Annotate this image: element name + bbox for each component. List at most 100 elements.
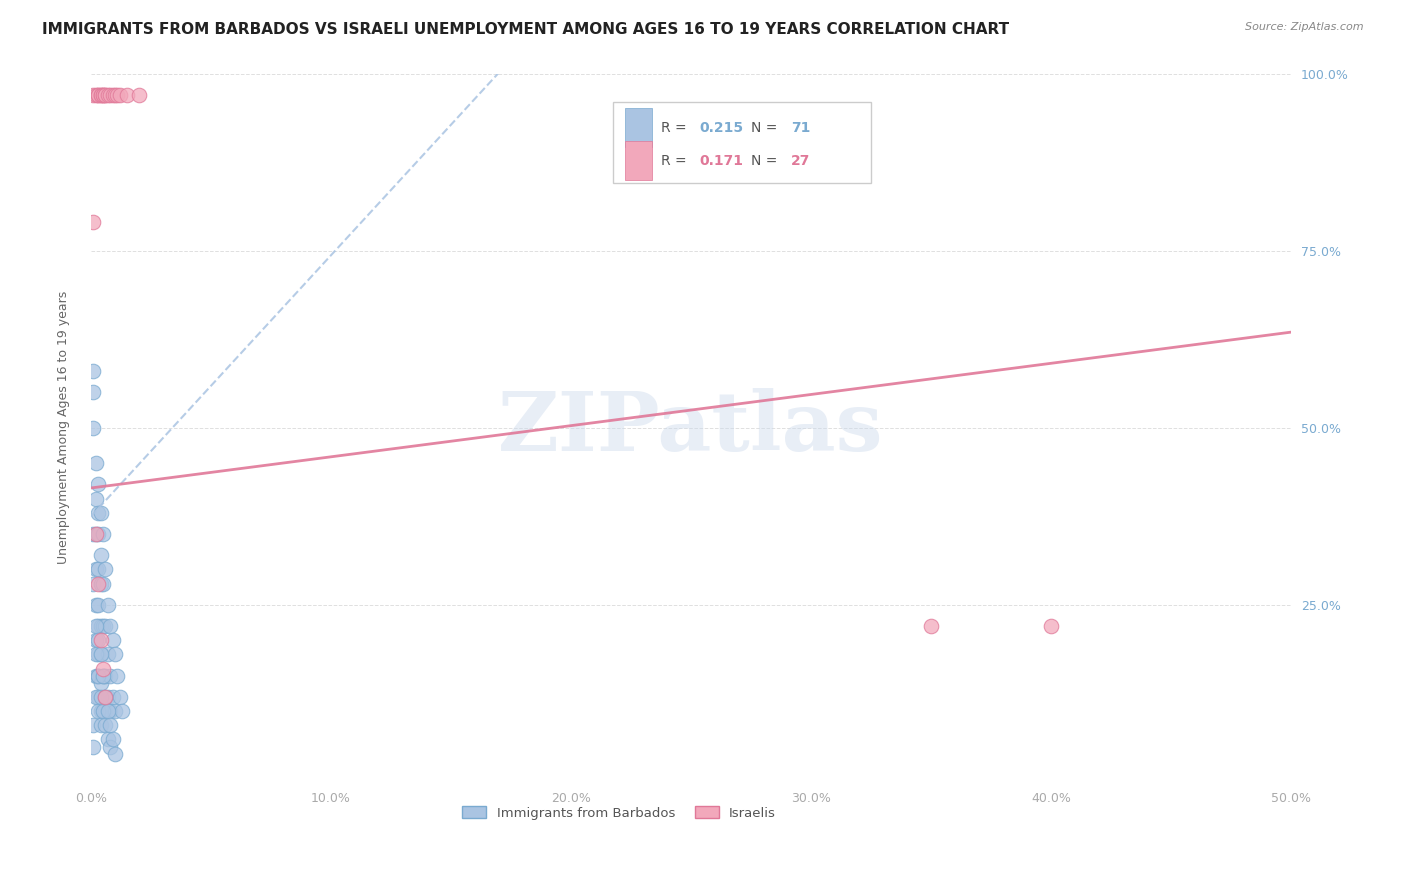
Point — [90, 87, 112, 102]
Point — [84, 648, 107, 662]
Point — [82, 718, 104, 732]
Y-axis label: Unemployment Among Ages 16 to 19 years: Unemployment Among Ages 16 to 19 years — [58, 291, 70, 565]
Point — [107, 87, 129, 102]
Point — [98, 718, 121, 732]
Point — [84, 491, 107, 506]
Point — [87, 633, 110, 648]
Point — [97, 732, 120, 747]
Point — [90, 506, 112, 520]
Point — [84, 527, 107, 541]
Text: IMMIGRANTS FROM BARBADOS VS ISRAELI UNEMPLOYMENT AMONG AGES 16 TO 19 YEARS CORRE: IMMIGRANTS FROM BARBADOS VS ISRAELI UNEM… — [42, 22, 1010, 37]
Point — [111, 704, 134, 718]
Point — [94, 704, 117, 718]
Point — [87, 648, 110, 662]
Point — [94, 690, 117, 704]
Point — [1040, 619, 1063, 633]
Point — [104, 648, 127, 662]
FancyBboxPatch shape — [626, 109, 651, 147]
Text: R =: R = — [661, 153, 692, 168]
Legend: Immigrants from Barbados, Israelis: Immigrants from Barbados, Israelis — [457, 801, 782, 825]
Point — [84, 527, 107, 541]
Point — [91, 87, 114, 102]
Point — [90, 576, 112, 591]
Text: 0.215: 0.215 — [700, 121, 744, 135]
Point — [104, 87, 127, 102]
Text: Source: ZipAtlas.com: Source: ZipAtlas.com — [1246, 22, 1364, 32]
Point — [90, 648, 112, 662]
Point — [115, 87, 138, 102]
Point — [97, 598, 120, 612]
Point — [98, 619, 121, 633]
Point — [87, 690, 110, 704]
Point — [94, 718, 117, 732]
Point — [87, 619, 110, 633]
Point — [104, 704, 127, 718]
Point — [84, 669, 107, 683]
Text: ZIPatlas: ZIPatlas — [498, 388, 884, 467]
Point — [87, 527, 110, 541]
Point — [84, 87, 107, 102]
Point — [87, 704, 110, 718]
Point — [90, 549, 112, 563]
Point — [90, 690, 112, 704]
FancyBboxPatch shape — [613, 102, 872, 184]
Point — [87, 477, 110, 491]
Point — [91, 669, 114, 683]
Point — [87, 87, 110, 102]
Point — [90, 87, 112, 102]
Point — [97, 704, 120, 718]
Point — [91, 662, 114, 676]
Point — [87, 576, 110, 591]
Point — [91, 669, 114, 683]
Text: 0.171: 0.171 — [700, 153, 744, 168]
Point — [98, 704, 121, 718]
Point — [84, 598, 107, 612]
Text: 71: 71 — [790, 121, 810, 135]
Point — [108, 690, 131, 704]
Point — [84, 633, 107, 648]
Point — [90, 648, 112, 662]
Point — [94, 87, 117, 102]
Point — [82, 527, 104, 541]
Point — [91, 704, 114, 718]
Point — [87, 562, 110, 576]
Text: 27: 27 — [790, 153, 810, 168]
Point — [82, 385, 104, 400]
Point — [94, 690, 117, 704]
Point — [98, 87, 121, 102]
Point — [97, 87, 120, 102]
Point — [97, 690, 120, 704]
Point — [94, 619, 117, 633]
Point — [82, 576, 104, 591]
Text: N =: N = — [751, 121, 782, 135]
FancyBboxPatch shape — [626, 141, 651, 180]
Point — [87, 669, 110, 683]
Point — [84, 456, 107, 470]
Point — [94, 562, 117, 576]
Point — [82, 739, 104, 754]
Point — [101, 732, 124, 747]
Point — [94, 669, 117, 683]
Point — [91, 527, 114, 541]
Point — [91, 87, 114, 102]
Point — [84, 562, 107, 576]
Point — [108, 87, 131, 102]
Point — [101, 690, 124, 704]
Point — [920, 619, 942, 633]
Point — [87, 598, 110, 612]
Point — [90, 675, 112, 690]
Point — [82, 215, 104, 229]
Point — [91, 576, 114, 591]
Point — [104, 747, 127, 761]
Point — [98, 669, 121, 683]
Point — [90, 619, 112, 633]
Point — [87, 506, 110, 520]
Text: N =: N = — [751, 153, 782, 168]
Point — [82, 421, 104, 435]
Point — [84, 619, 107, 633]
Point — [101, 87, 124, 102]
Point — [98, 739, 121, 754]
Text: R =: R = — [661, 121, 692, 135]
Point — [90, 718, 112, 732]
Point — [91, 619, 114, 633]
